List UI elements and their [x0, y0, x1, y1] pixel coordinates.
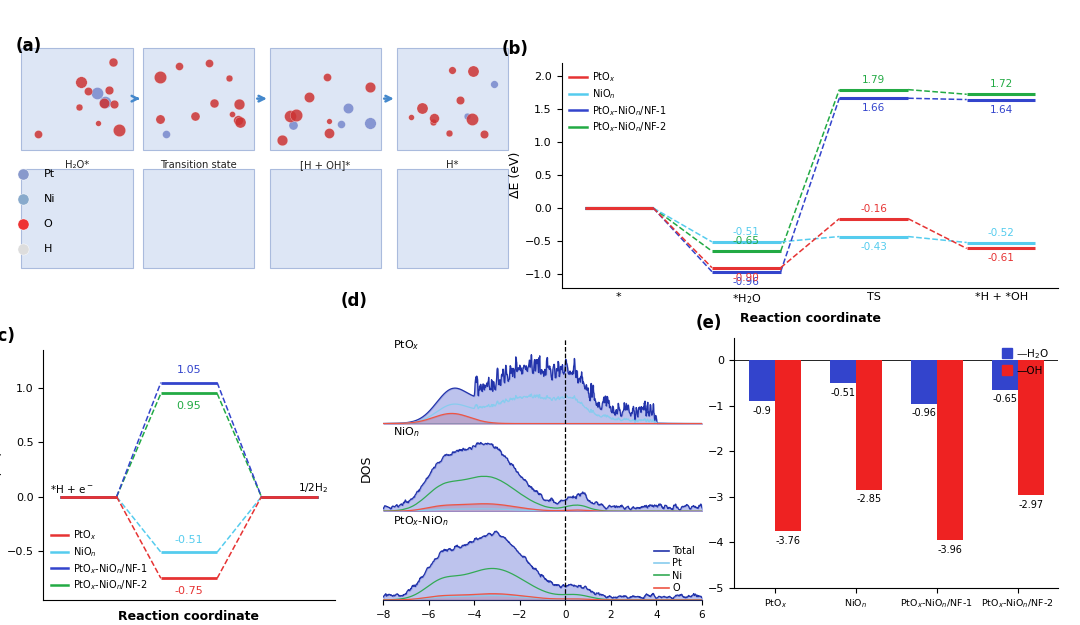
Text: *H + e$^-$: *H + e$^-$	[51, 482, 94, 494]
Bar	[831, 360, 856, 383]
Text: -3.96: -3.96	[937, 545, 962, 555]
Text: H₂O*: H₂O*	[65, 161, 89, 171]
Legend: PtO$_x$, NiO$_n$, PtO$_x$-NiO$_n$/NF-1, PtO$_x$-NiO$_n$/NF-2: PtO$_x$, NiO$_n$, PtO$_x$-NiO$_n$/NF-1, …	[567, 68, 670, 137]
Text: DOS: DOS	[360, 455, 373, 482]
Bar	[1017, 360, 1043, 495]
Text: -0.96: -0.96	[912, 408, 936, 418]
Text: -0.9: -0.9	[753, 406, 771, 416]
Text: -0.52: -0.52	[987, 228, 1014, 238]
Text: -0.51: -0.51	[175, 534, 203, 544]
Text: -3.76: -3.76	[775, 536, 800, 546]
Text: 1/2H$_2$: 1/2H$_2$	[298, 481, 327, 494]
Text: Pt: Pt	[44, 169, 55, 179]
Text: Ni: Ni	[44, 194, 55, 204]
Text: -2.97: -2.97	[1018, 500, 1043, 510]
Text: -0.75: -0.75	[175, 586, 203, 596]
Text: 1.05: 1.05	[177, 365, 201, 375]
Text: H*: H*	[446, 161, 459, 171]
Y-axis label: ΔE (eV): ΔE (eV)	[692, 439, 705, 486]
Text: -0.65: -0.65	[993, 394, 1017, 404]
Text: -2.85: -2.85	[856, 494, 881, 504]
Text: -0.65: -0.65	[733, 236, 759, 246]
Text: PtO$_x$-NiO$_n$: PtO$_x$-NiO$_n$	[393, 514, 448, 528]
Text: O: O	[44, 219, 53, 229]
Text: 1.66: 1.66	[862, 103, 886, 113]
Text: 1.72: 1.72	[989, 79, 1013, 89]
Text: -0.16: -0.16	[861, 204, 887, 214]
Text: -0.61: -0.61	[987, 253, 1014, 263]
X-axis label: Reaction coordinate: Reaction coordinate	[119, 611, 259, 623]
Bar	[775, 360, 801, 531]
Y-axis label: ΔG (eV): ΔG (eV)	[0, 451, 3, 499]
Bar	[936, 360, 962, 540]
X-axis label: $E - E_F$ (eV): $E - E_F$ (eV)	[511, 624, 575, 625]
Text: (e): (e)	[696, 314, 721, 332]
Text: (a): (a)	[16, 37, 42, 55]
Bar	[856, 360, 882, 490]
Bar	[991, 360, 1017, 390]
Text: -0.43: -0.43	[861, 241, 887, 251]
Text: -0.51: -0.51	[831, 388, 855, 398]
Text: [H + OH]*: [H + OH]*	[300, 161, 351, 171]
Bar	[750, 360, 775, 401]
Text: 1.79: 1.79	[862, 74, 886, 84]
Text: -0.51: -0.51	[733, 227, 759, 237]
X-axis label: Reaction coordinate: Reaction coordinate	[740, 312, 880, 325]
Legend: PtO$_x$, NiO$_n$, PtO$_x$-NiO$_n$/NF-1, PtO$_x$-NiO$_n$/NF-2: PtO$_x$, NiO$_n$, PtO$_x$-NiO$_n$/NF-1, …	[49, 526, 151, 595]
Bar	[910, 360, 936, 404]
Text: (d): (d)	[340, 292, 367, 309]
Y-axis label: ΔE (eV): ΔE (eV)	[509, 152, 522, 198]
Text: H: H	[44, 244, 52, 254]
Text: (c): (c)	[0, 327, 15, 345]
Text: PtO$_x$: PtO$_x$	[393, 338, 419, 352]
Text: (b): (b)	[502, 40, 529, 58]
Text: 1.64: 1.64	[989, 104, 1013, 114]
Legend: —H$_2$O, —OH: —H$_2$O, —OH	[998, 342, 1053, 380]
Text: -0.90: -0.90	[733, 272, 759, 282]
Text: -0.96: -0.96	[733, 277, 759, 287]
Legend: Total, Pt, Ni, O: Total, Pt, Ni, O	[652, 544, 697, 595]
Text: NiO$_n$: NiO$_n$	[393, 426, 420, 439]
Text: 0.95: 0.95	[177, 401, 201, 411]
Text: Transition state: Transition state	[160, 161, 237, 171]
